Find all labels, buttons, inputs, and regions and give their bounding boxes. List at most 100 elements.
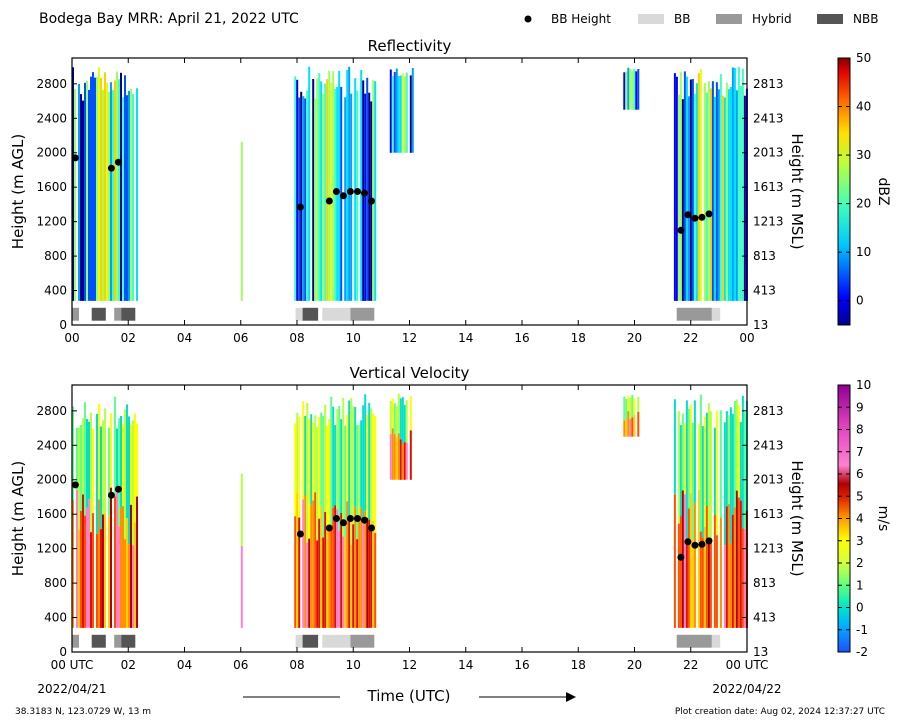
echo-streak (727, 415, 730, 505)
echo-streak (366, 517, 369, 628)
panel-title: Reflectivity (368, 37, 452, 55)
echo-streak (637, 69, 640, 110)
legend-swatch (817, 14, 843, 24)
echo-streak (693, 93, 696, 301)
echo-streak (389, 401, 392, 435)
echo-streak (689, 79, 692, 301)
echo-streak (356, 424, 359, 540)
echo-streak (130, 88, 132, 301)
echo-streak (86, 80, 88, 301)
echo-streak (713, 96, 716, 301)
echo-streak (102, 514, 104, 628)
echo-streak (344, 97, 347, 301)
y-tick-label: 2000 (36, 146, 67, 160)
bb-height-point (71, 481, 79, 489)
echo-streak (717, 89, 720, 301)
bb-height-point (339, 519, 347, 527)
echo-streak (308, 66, 311, 301)
creation-date-text: Plot creation date: Aug 02, 2024 12:37:2… (675, 707, 885, 717)
echo-streak (310, 414, 313, 505)
echo-streak (739, 500, 742, 628)
y-tick-label: 0 (59, 645, 67, 659)
echo-streak (126, 404, 128, 519)
echo-streak (314, 415, 317, 493)
echo-streak (411, 68, 414, 153)
echo-streak (312, 422, 315, 501)
bb-height-point (114, 158, 122, 166)
y-tick-label: 2800 (36, 404, 67, 418)
echo-streak (324, 511, 327, 628)
panel-title: Vertical Velocity (350, 364, 470, 382)
echo-streak (633, 398, 636, 415)
echo-streak (364, 93, 367, 301)
legend-label: Hybrid (752, 12, 792, 26)
echo-streak (723, 545, 726, 628)
echo-streak (733, 401, 736, 508)
echo-streak (709, 411, 712, 543)
legend-item-hybrid: Hybrid (716, 12, 792, 26)
echo-streak (731, 67, 734, 301)
colorbar-tick-label: 30 (856, 148, 871, 162)
echo-streak (401, 73, 404, 153)
echo-streak (134, 413, 136, 523)
echo-streak (713, 514, 716, 628)
x-tick-label: 16 (514, 658, 529, 672)
echo-streak (623, 420, 626, 437)
echo-streak (116, 71, 118, 301)
echo-period (673, 394, 748, 628)
echo-streak (374, 532, 377, 628)
echo-streak (403, 442, 406, 480)
y-tick-label-right: 813 (753, 249, 776, 263)
bb-height-point (107, 491, 115, 499)
bb-height-point (107, 164, 115, 172)
colorbar-tick-label: 9 (856, 400, 864, 414)
x-tick-label: 12 (402, 658, 417, 672)
echo-streak (320, 412, 323, 507)
echo-streak (136, 423, 138, 497)
echo-streak (372, 520, 375, 628)
echo-streak (110, 82, 112, 301)
echo-streak (306, 403, 309, 543)
y-axis: 0 13 400 413 800 813 1200 1213 1600 1613 2000 2013 2… (9, 404, 806, 659)
echo-streak (312, 500, 315, 628)
echo-streak (114, 496, 116, 628)
echo-streak (677, 411, 680, 524)
end-date: 2022/04/22 (712, 682, 781, 696)
colorbar-tick-label: 10 (856, 245, 871, 259)
echo-streak (108, 427, 110, 516)
legend-swatch (716, 14, 742, 24)
data-field (72, 66, 748, 301)
echo-streak (120, 416, 122, 508)
bb-type-bb (322, 307, 351, 321)
bb-height-point (354, 515, 361, 522)
echo-streak (348, 400, 351, 522)
echo-streak (409, 396, 412, 431)
echo-streak (74, 88, 76, 301)
y-tick-label-right: 1213 (753, 215, 784, 229)
echo-streak (352, 524, 355, 628)
echo-streak (699, 394, 702, 532)
bb-height-point (705, 537, 713, 545)
bb-type-hybrid (72, 307, 79, 321)
echo-streak (348, 66, 351, 301)
bb-height-points (71, 481, 713, 561)
y-tick-label-right: 2413 (753, 111, 784, 125)
echo-streak (354, 406, 357, 507)
echo-streak (395, 437, 398, 480)
echo-streak (118, 79, 120, 301)
echo-streak (96, 413, 98, 534)
echo-streak (391, 398, 394, 429)
legend-dot (524, 15, 532, 23)
bb-height-points (71, 154, 713, 234)
bb-height-point (368, 524, 375, 532)
echo-streak (691, 422, 694, 541)
colorbar-tick-label: -2 (856, 645, 868, 659)
bb-type-hybrid (676, 634, 712, 648)
legend: BB Height BB Hybrid NBB (524, 12, 878, 26)
x-tick-label: 12 (402, 331, 417, 345)
colorbar-tick-label: 2 (856, 556, 864, 570)
echo-streak (336, 409, 339, 510)
y-tick-label: 2400 (36, 438, 67, 452)
echo-streak (126, 95, 128, 301)
echo-streak (631, 394, 634, 418)
